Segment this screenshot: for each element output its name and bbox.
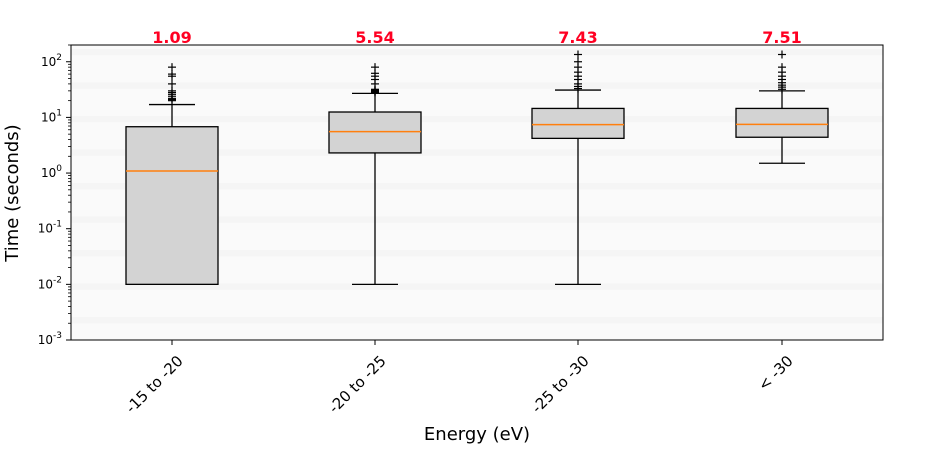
y-tick-base: 10 [38, 277, 53, 291]
y-tick-exponent: 0 [56, 164, 62, 174]
x-tick-label: -20 to -25 [325, 352, 390, 417]
y-tick-base: 10 [41, 55, 56, 69]
median-value-label: 7.43 [558, 28, 597, 47]
outlier-marker [574, 57, 582, 66]
outlier-marker [778, 63, 786, 72]
median-value-label: 1.09 [152, 28, 191, 47]
iqr-box [328, 111, 422, 154]
x-tick-label: -15 to -20 [122, 352, 187, 417]
x-axis-title: Energy (eV) [424, 424, 530, 445]
x-tick-label: < -30 [754, 352, 796, 394]
iqr-box [735, 107, 829, 138]
grid-band [71, 249, 883, 257]
median-labels: 1.09 5.54 7.43 7.51 [152, 28, 801, 47]
grid-band [71, 48, 883, 56]
y-tick-label: 10-1 [38, 220, 62, 236]
x-axis: -15 to -20 -20 to -25 -25 to -30 < -30 [122, 340, 797, 417]
grid-band [71, 149, 883, 156]
grid-band [71, 283, 883, 290]
y-tick-base: 10 [41, 110, 56, 124]
grid-band [71, 115, 883, 123]
y-tick-base: 10 [41, 166, 56, 180]
x-tick-label: -25 to -30 [528, 352, 593, 417]
y-tick-label: 100 [41, 164, 62, 180]
boxes-layer [125, 50, 829, 286]
grid-band [71, 182, 883, 190]
outlier-marker [168, 70, 176, 79]
y-tick-label: 102 [41, 53, 62, 69]
outlier-marker [574, 50, 582, 59]
iqr-box [125, 126, 219, 286]
grid-band [71, 316, 883, 324]
median-value-label: 7.51 [762, 28, 801, 47]
y-tick-base: 10 [38, 222, 53, 236]
y-tick-exponent: 1 [56, 108, 62, 118]
y-tick-exponent: -2 [53, 275, 62, 285]
y-axis-title: Time (seconds) [2, 124, 23, 262]
outlier-marker [168, 63, 176, 72]
grid-band [71, 82, 883, 89]
outlier-marker [371, 63, 379, 72]
plot-frame [70, 44, 884, 341]
y-tick-label: 10-2 [38, 275, 62, 291]
outlier-marker [168, 86, 176, 95]
grid-band [71, 216, 883, 223]
median-value-label: 5.54 [355, 28, 394, 47]
outlier-marker [168, 79, 176, 88]
iqr-box [531, 107, 625, 140]
y-tick-exponent: 2 [56, 53, 62, 63]
y-tick-label: 101 [41, 108, 62, 124]
y-tick-label: 10-3 [38, 331, 62, 347]
y-tick-exponent: -3 [53, 331, 62, 341]
y-tick-exponent: -1 [53, 220, 62, 230]
outlier-marker [778, 50, 786, 59]
y-tick-base: 10 [38, 333, 53, 347]
grid-bands [71, 48, 883, 324]
